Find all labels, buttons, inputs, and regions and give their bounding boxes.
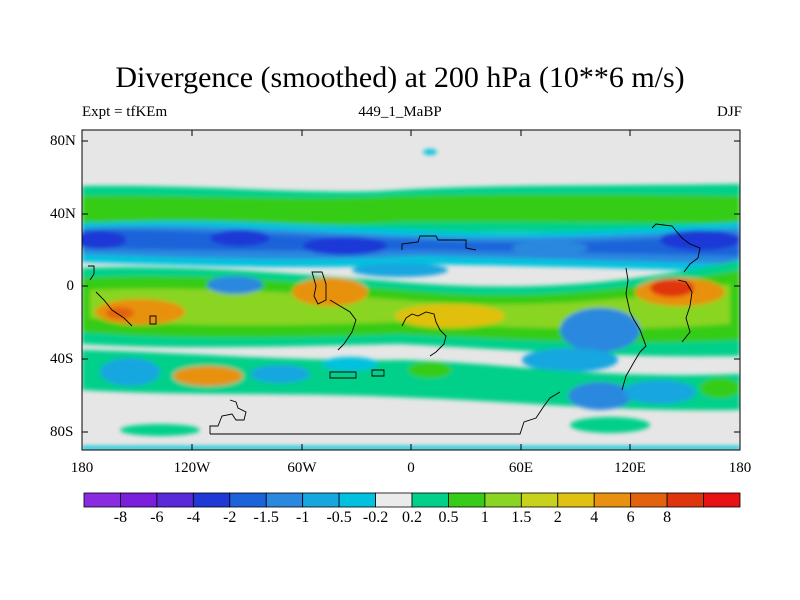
field-south-green-1 [408,362,452,378]
field-tropics-cyan-4 [522,348,618,372]
colorbar-box [120,492,158,508]
colorbar-tick-label: 0.2 [402,509,422,526]
colorbar-tick-label: 8 [663,509,672,526]
field-south-teal-2 [120,424,200,436]
colorbar-tick-label: -1 [295,509,310,526]
field-south-green-2 [700,378,740,398]
field-tropics-red-2 [650,279,694,297]
lat-label-40s: 40S [50,351,74,367]
lon-label-180e: 180 [728,460,752,476]
colorbar-tick-label: 2 [553,509,562,526]
colorbar-tick-label: -0.5 [326,509,352,526]
field-north-green-band [82,188,740,232]
lat-ticks [82,140,740,433]
colorbar-box [484,492,522,508]
colorbar-box [229,492,267,508]
lon-label-60w: 60W [287,460,317,476]
colorbar [83,492,741,508]
experiment-label: Expt = tfKEm [82,104,168,120]
colorbar-tick-label: -6 [150,509,164,526]
colorbar-box [666,492,704,508]
field-south-orange-1 [173,366,243,386]
field-north-core-4 [660,230,740,250]
field-south-cyan-4 [624,380,696,404]
coastlines [88,223,701,435]
coastline-africa-west [401,311,447,357]
season-label: DJF [716,104,742,120]
lat-label-80s: 80S [50,424,74,440]
field-north-core-5 [512,241,588,255]
field-tropics-cyan-1 [207,276,263,294]
field-south-cyan-1 [100,358,160,386]
colorbar-box [338,492,376,508]
map-panel [81,129,741,451]
lat-label-80n: 80N [50,133,76,149]
field-tropics-orange-3 [395,304,505,328]
colorbar-box [448,492,486,508]
map-title: Divergence (smoothed) at 200 hPa (10**6 … [115,61,685,94]
field-south-cyan-2 [250,365,310,383]
colorbar-box [703,492,741,508]
colorbar-box [557,492,595,508]
colorbar-tick-label: 1 [480,509,489,526]
coastline-indonesia [677,279,693,343]
colorbar-box [520,492,559,508]
field-south-teal-3 [570,417,650,433]
lon-label-180w: 180 [70,460,94,476]
field-tropics-red-1 [106,307,134,319]
colorbar-tick-label: 6 [626,509,635,526]
coastline-antarctica [209,391,561,435]
run-label: 449_1_MaBP [358,104,442,120]
field-tropics-cyan-2 [352,263,448,277]
colorbar-box [302,492,340,508]
colorbar-tick-label: -8 [113,509,128,526]
colorbar-tick-label: -2 [223,509,237,526]
colorbar-box [411,492,449,508]
field-tropics-orange-2 [292,278,368,306]
coastline-asia-east [651,223,701,273]
colorbar-tick-label: -1.5 [253,509,279,526]
lon-label-60e: 60E [508,460,534,476]
colorbar-box [83,492,121,508]
field-north-core-1 [82,231,126,249]
coastline-south-america-east [329,299,357,351]
field-arctic-spot [423,149,437,155]
coastline-africa-north [401,235,477,251]
coastline-central-america [88,265,133,327]
lon-ticks [191,130,631,450]
field-south-blue-1 [568,382,632,410]
lat-label-40n: 40N [50,206,76,222]
field-north-core-3 [303,237,387,255]
lon-label-120e: 120E [614,460,646,476]
colorbar-box [593,492,632,508]
colorbar-tick-label: 4 [590,509,599,526]
colorbar-box [156,492,194,508]
colorbar-tick-label: -4 [186,509,200,526]
lon-label-0: 0 [407,460,415,476]
field-north-core-2 [210,230,270,246]
lat-label-equator: 0 [66,278,75,294]
colorbar-tick-label: 0.5 [438,509,459,526]
field-north-teal-band [82,184,740,199]
coastline-south-america [311,271,327,305]
colorbar-tick-label: 1.5 [511,509,532,526]
colorbar-box [630,492,668,508]
field-tropics-blue-3 [560,308,640,352]
coastline-australia [621,267,647,391]
coastline-pacific-islands [149,315,385,379]
field-south-cyan-3 [322,357,378,371]
colorbar-box [265,492,304,508]
divergence-field [82,149,740,450]
colorbar-tick-label: -0.2 [362,509,389,526]
colorbar-box [192,492,231,508]
colorbar-box [375,492,413,508]
lon-label-120w: 120W [173,460,211,476]
